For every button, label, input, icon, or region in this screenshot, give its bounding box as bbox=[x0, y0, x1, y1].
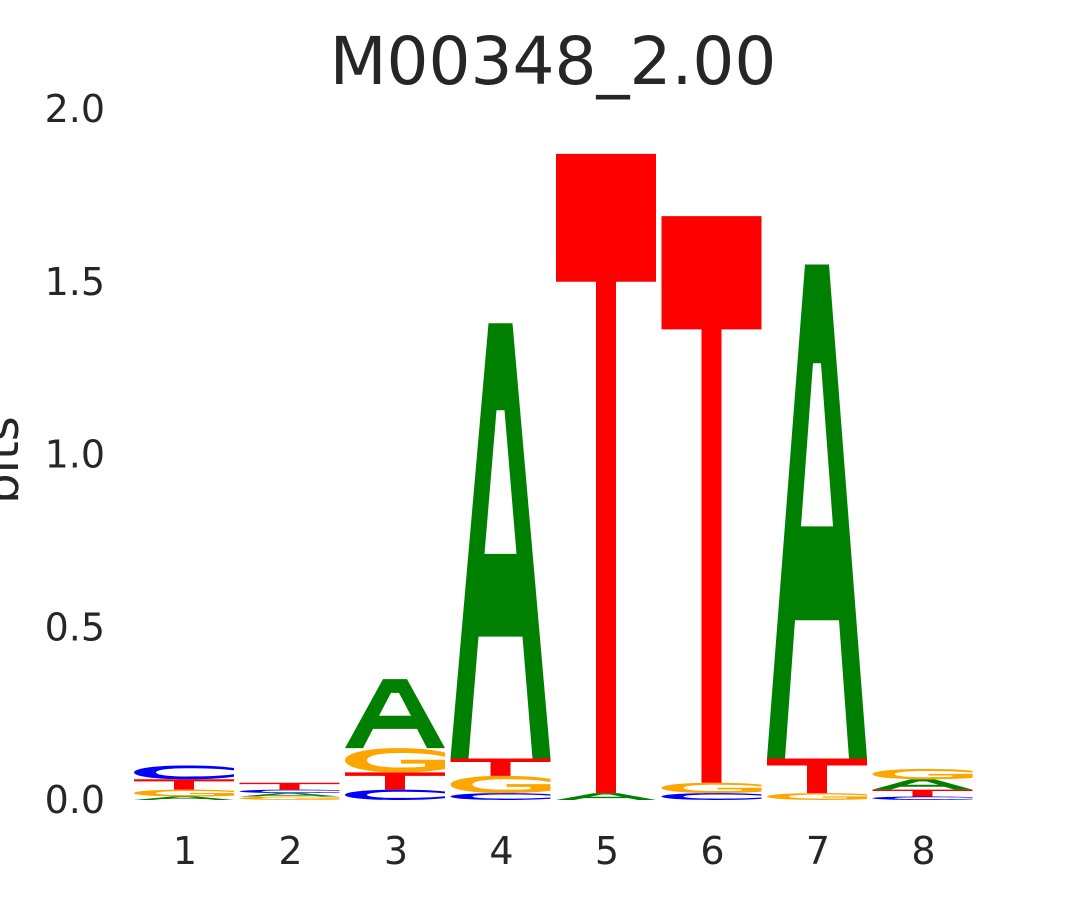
letter-t-position-7 bbox=[767, 758, 867, 794]
letter-t-position-5 bbox=[556, 153, 656, 794]
letter-c-position-8 bbox=[872, 796, 973, 800]
chart-title: M00348_2.00 bbox=[330, 23, 777, 100]
x-tick-label: 5 bbox=[595, 829, 619, 873]
letter-stacks bbox=[134, 153, 973, 800]
y-axis-label: bits bbox=[0, 416, 30, 504]
y-tick-label: 1.5 bbox=[45, 260, 105, 304]
letter-t-position-6 bbox=[661, 216, 762, 783]
letter-c-position-3 bbox=[345, 789, 445, 800]
letter-g-position-8 bbox=[872, 768, 973, 780]
letter-c-position-2 bbox=[239, 789, 340, 794]
letter-a-position-7 bbox=[767, 264, 867, 759]
y-tick-label: 1.0 bbox=[45, 433, 105, 477]
letter-t-position-1 bbox=[134, 779, 234, 790]
letter-g-position-4 bbox=[450, 775, 551, 794]
letter-c-position-1 bbox=[134, 765, 234, 780]
y-axis-ticks: 0.0 0.5 1.0 1.5 2.0 bbox=[45, 87, 105, 822]
x-tick-label: 7 bbox=[806, 829, 830, 873]
x-tick-label: 2 bbox=[278, 829, 302, 873]
x-tick-label: 8 bbox=[911, 829, 935, 873]
letter-g-position-7 bbox=[767, 793, 867, 800]
x-tick-label: 4 bbox=[489, 829, 513, 873]
letter-t-position-4 bbox=[450, 758, 551, 776]
letter-a-position-3 bbox=[345, 679, 445, 749]
letter-g-position-1 bbox=[134, 789, 234, 797]
letter-a-position-5 bbox=[556, 793, 656, 800]
letter-g-position-2 bbox=[239, 796, 340, 800]
x-tick-label: 3 bbox=[384, 829, 408, 873]
letter-c-position-4 bbox=[450, 793, 551, 800]
letter-t-position-3 bbox=[345, 772, 445, 790]
y-tick-label: 2.0 bbox=[45, 87, 105, 131]
letter-t-position-8 bbox=[872, 789, 973, 797]
letter-a-position-1 bbox=[134, 796, 234, 800]
letter-t-position-2 bbox=[239, 782, 340, 790]
y-tick-label: 0.0 bbox=[45, 778, 105, 822]
y-tick-label: 0.5 bbox=[45, 605, 105, 649]
letter-g-position-3 bbox=[345, 748, 445, 773]
x-axis-ticks: 1 2 3 4 5 6 7 8 bbox=[173, 829, 936, 873]
letter-a-position-4 bbox=[450, 323, 551, 759]
letter-a-position-8 bbox=[872, 779, 973, 790]
x-tick-label: 6 bbox=[700, 829, 724, 873]
letter-g-position-6 bbox=[661, 782, 762, 794]
letter-c-position-6 bbox=[661, 793, 762, 800]
letter-a-position-2 bbox=[239, 793, 340, 797]
x-tick-label: 1 bbox=[173, 829, 197, 873]
